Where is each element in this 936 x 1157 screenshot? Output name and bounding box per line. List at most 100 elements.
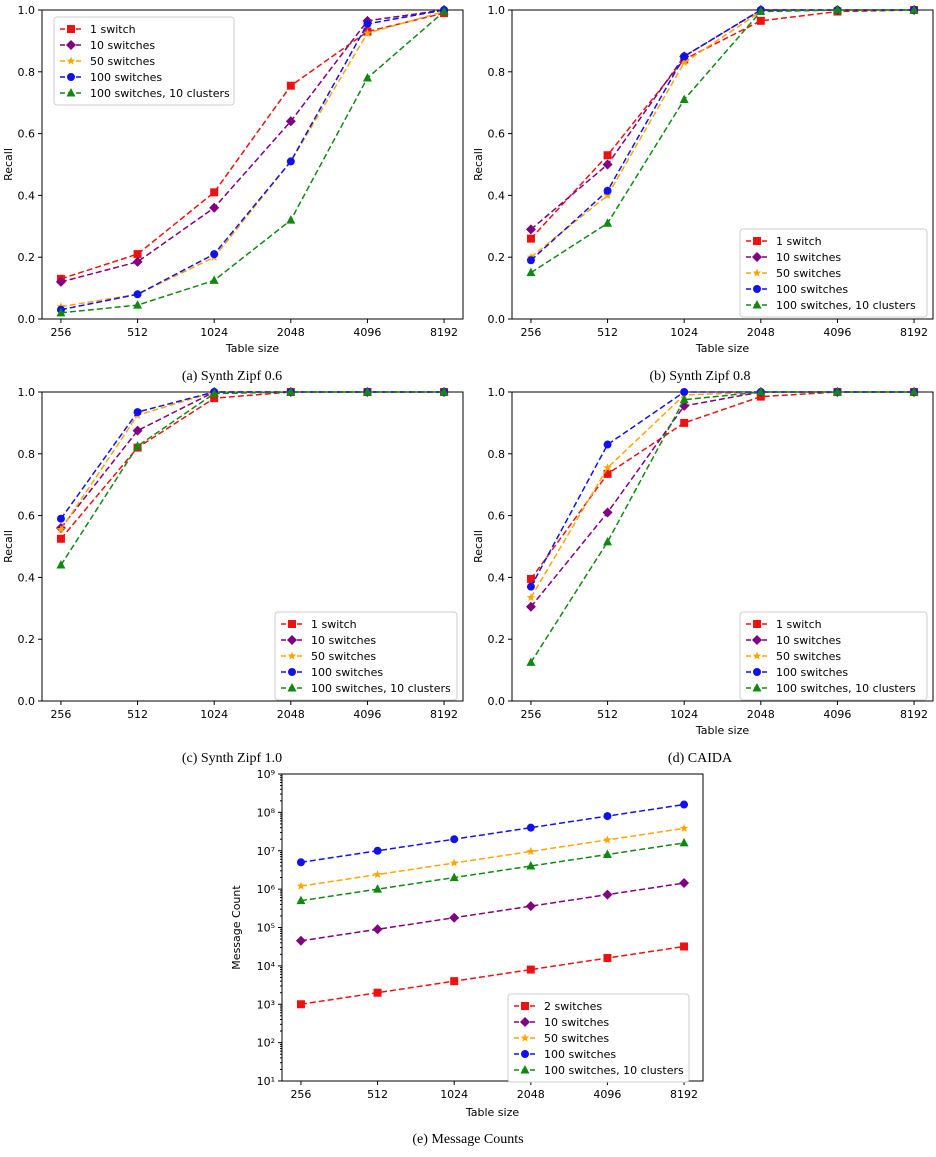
data-point: [526, 846, 536, 856]
data-point: [56, 307, 66, 317]
data-point: [209, 202, 220, 213]
data-point: [363, 28, 372, 37]
legend-marker: [752, 651, 762, 660]
legend-entry: 100 switches: [90, 71, 162, 84]
x-tick-label: 8192: [430, 708, 458, 721]
series-line-4: [530, 391, 915, 588]
data-point: [295, 935, 306, 946]
x-tick-label: 512: [127, 326, 148, 339]
legend-marker: [66, 88, 76, 97]
series-line-2: [60, 9, 445, 283]
x-tick-label: 4096: [823, 326, 851, 339]
y-tick-label: 0.8: [18, 448, 36, 461]
panel-caption: (b) Synth Zipf 0.8: [649, 369, 750, 384]
x-tick-label: 2048: [277, 326, 305, 339]
legend-marker: [287, 635, 297, 645]
y-tick-label: 10¹: [257, 1075, 275, 1088]
data-point: [133, 250, 142, 259]
data-point: [133, 441, 143, 450]
y-tick-label: 10⁴: [257, 960, 276, 973]
data-point: [602, 159, 613, 170]
data-point: [679, 94, 689, 104]
legend-marker: [753, 285, 761, 293]
data-point: [756, 387, 766, 396]
y-axis-label: Recall: [472, 530, 485, 563]
y-tick-label: 10⁷: [257, 845, 275, 858]
y-tick-label: 0.2: [18, 251, 36, 264]
legend-entry: 50 switches: [544, 1032, 609, 1045]
x-tick-label: 8192: [430, 326, 458, 339]
data-point: [209, 275, 219, 284]
legend-marker: [752, 252, 762, 262]
data-point: [526, 657, 536, 666]
data-point: [296, 858, 305, 867]
y-tick-label: 10⁸: [257, 806, 276, 819]
y-tick-label: 0.0: [488, 313, 506, 326]
legend-entry: 50 switches: [90, 55, 155, 68]
series-line-3: [530, 391, 915, 598]
data-point: [362, 387, 372, 396]
y-tick-label: 0.0: [18, 313, 36, 326]
legend-marker: [67, 25, 75, 33]
x-tick-label: 1024: [670, 326, 698, 339]
panel-caption: (a) Synth Zipf 0.6: [182, 369, 282, 384]
y-tick-label: 0.4: [488, 571, 506, 584]
legend-entry: 100 switches, 10 clusters: [311, 682, 451, 695]
plot-frame: [41, 9, 464, 320]
x-axis-label: Table size: [465, 1106, 520, 1119]
legend-marker: [288, 620, 296, 628]
chart-panel-5: 256 512 1024 2048 4096 8192 10¹ 10² 10³ 10⁴ 10⁵ 10⁶…: [230, 768, 704, 1147]
data-point: [832, 5, 842, 14]
legend-marker: [752, 683, 762, 692]
data-point: [679, 837, 689, 847]
series-line-2: [530, 391, 915, 608]
data-point: [526, 861, 536, 870]
data-point: [680, 52, 689, 61]
x-tick-label: 512: [127, 708, 148, 721]
legend-frame: [274, 611, 458, 701]
x-tick-label: 256: [50, 326, 71, 339]
legend-entry: 50 switches: [776, 650, 841, 663]
y-tick-label: 10³: [257, 998, 275, 1011]
data-point: [210, 250, 219, 259]
x-tick-label: 8192: [900, 326, 928, 339]
legend-entry: 100 switches, 10 clusters: [544, 1064, 684, 1077]
legend-marker: [66, 56, 76, 65]
data-point: [603, 218, 613, 227]
legend-marker: [288, 668, 296, 676]
y-tick-label: 10⁶: [257, 883, 276, 896]
legend-entry: 100 switches: [776, 666, 848, 679]
data-point: [56, 514, 65, 523]
y-tick-label: 0.6: [488, 510, 506, 523]
y-tick-label: 0.6: [488, 128, 506, 141]
data-point: [373, 884, 383, 893]
data-point: [286, 157, 295, 166]
x-tick-label: 2048: [747, 326, 775, 339]
data-point: [526, 256, 535, 265]
legend: 1 switch 10 switches 50 switches 100 switch…: [739, 611, 928, 701]
legend-frame: [739, 611, 928, 701]
legend-entry: 10 switches: [90, 39, 155, 52]
data-point: [603, 954, 612, 963]
legend-marker: [66, 40, 76, 50]
series-line-1: [60, 391, 445, 540]
data-point: [603, 151, 612, 160]
series-line-5: [60, 391, 445, 566]
legend-entry: 10 switches: [776, 251, 841, 264]
legend-marker: [753, 237, 761, 245]
data-point: [286, 387, 296, 396]
y-tick-label: 0.8: [488, 448, 506, 461]
y-tick-label: 0.8: [18, 66, 36, 79]
y-tick-label: 0.8: [488, 66, 506, 79]
data-point: [832, 387, 842, 396]
data-point: [449, 858, 459, 867]
legend-entry: 1 switch: [776, 235, 822, 248]
data-point: [680, 800, 689, 809]
series-line-3: [60, 391, 445, 530]
data-point: [526, 234, 535, 243]
x-tick-label: 256: [50, 708, 71, 721]
x-tick-label: 2048: [277, 708, 305, 721]
data-point: [372, 924, 383, 935]
legend-entry: 50 switches: [776, 267, 841, 280]
data-point: [449, 872, 459, 882]
